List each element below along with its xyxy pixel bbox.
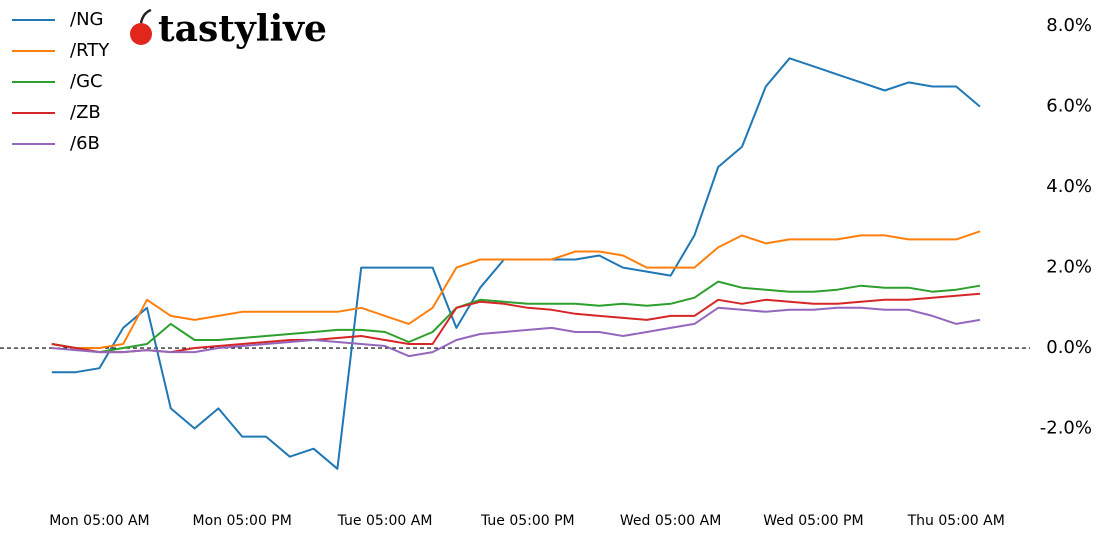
legend-label: /RTY [70, 40, 110, 61]
x-tick-label: Thu 05:00 AM [907, 513, 1005, 529]
series-line [51, 280, 981, 354]
legend-label: /NG [70, 9, 103, 30]
y-tick-label: 6.0% [1046, 96, 1092, 117]
legend-label: /6B [70, 133, 100, 154]
x-tick-label: Tue 05:00 PM [480, 513, 575, 529]
x-tick-label: Wed 05:00 AM [620, 513, 721, 529]
series-line [51, 292, 981, 354]
series-line [51, 230, 981, 349]
cherry-stem [139, 8, 152, 24]
brand-text: tastylive [158, 8, 327, 50]
y-tick-label: 0.0% [1046, 337, 1092, 358]
x-tick-label: Mon 05:00 PM [193, 513, 292, 529]
legend-label: /GC [70, 71, 103, 92]
series-line [51, 57, 981, 470]
y-tick-label: -2.0% [1040, 418, 1092, 439]
x-tick-label: Wed 05:00 PM [763, 513, 863, 529]
y-tick-label: 2.0% [1046, 257, 1092, 278]
legend-label: /ZB [70, 102, 101, 123]
series-line [51, 306, 981, 358]
y-tick-label: 8.0% [1046, 15, 1092, 36]
x-tick-label: Tue 05:00 AM [337, 513, 433, 529]
logo: tastylive [130, 8, 327, 50]
y-tick-label: 4.0% [1046, 176, 1092, 197]
cherry-icon [130, 23, 152, 45]
x-tick-label: Mon 05:00 AM [49, 513, 149, 529]
